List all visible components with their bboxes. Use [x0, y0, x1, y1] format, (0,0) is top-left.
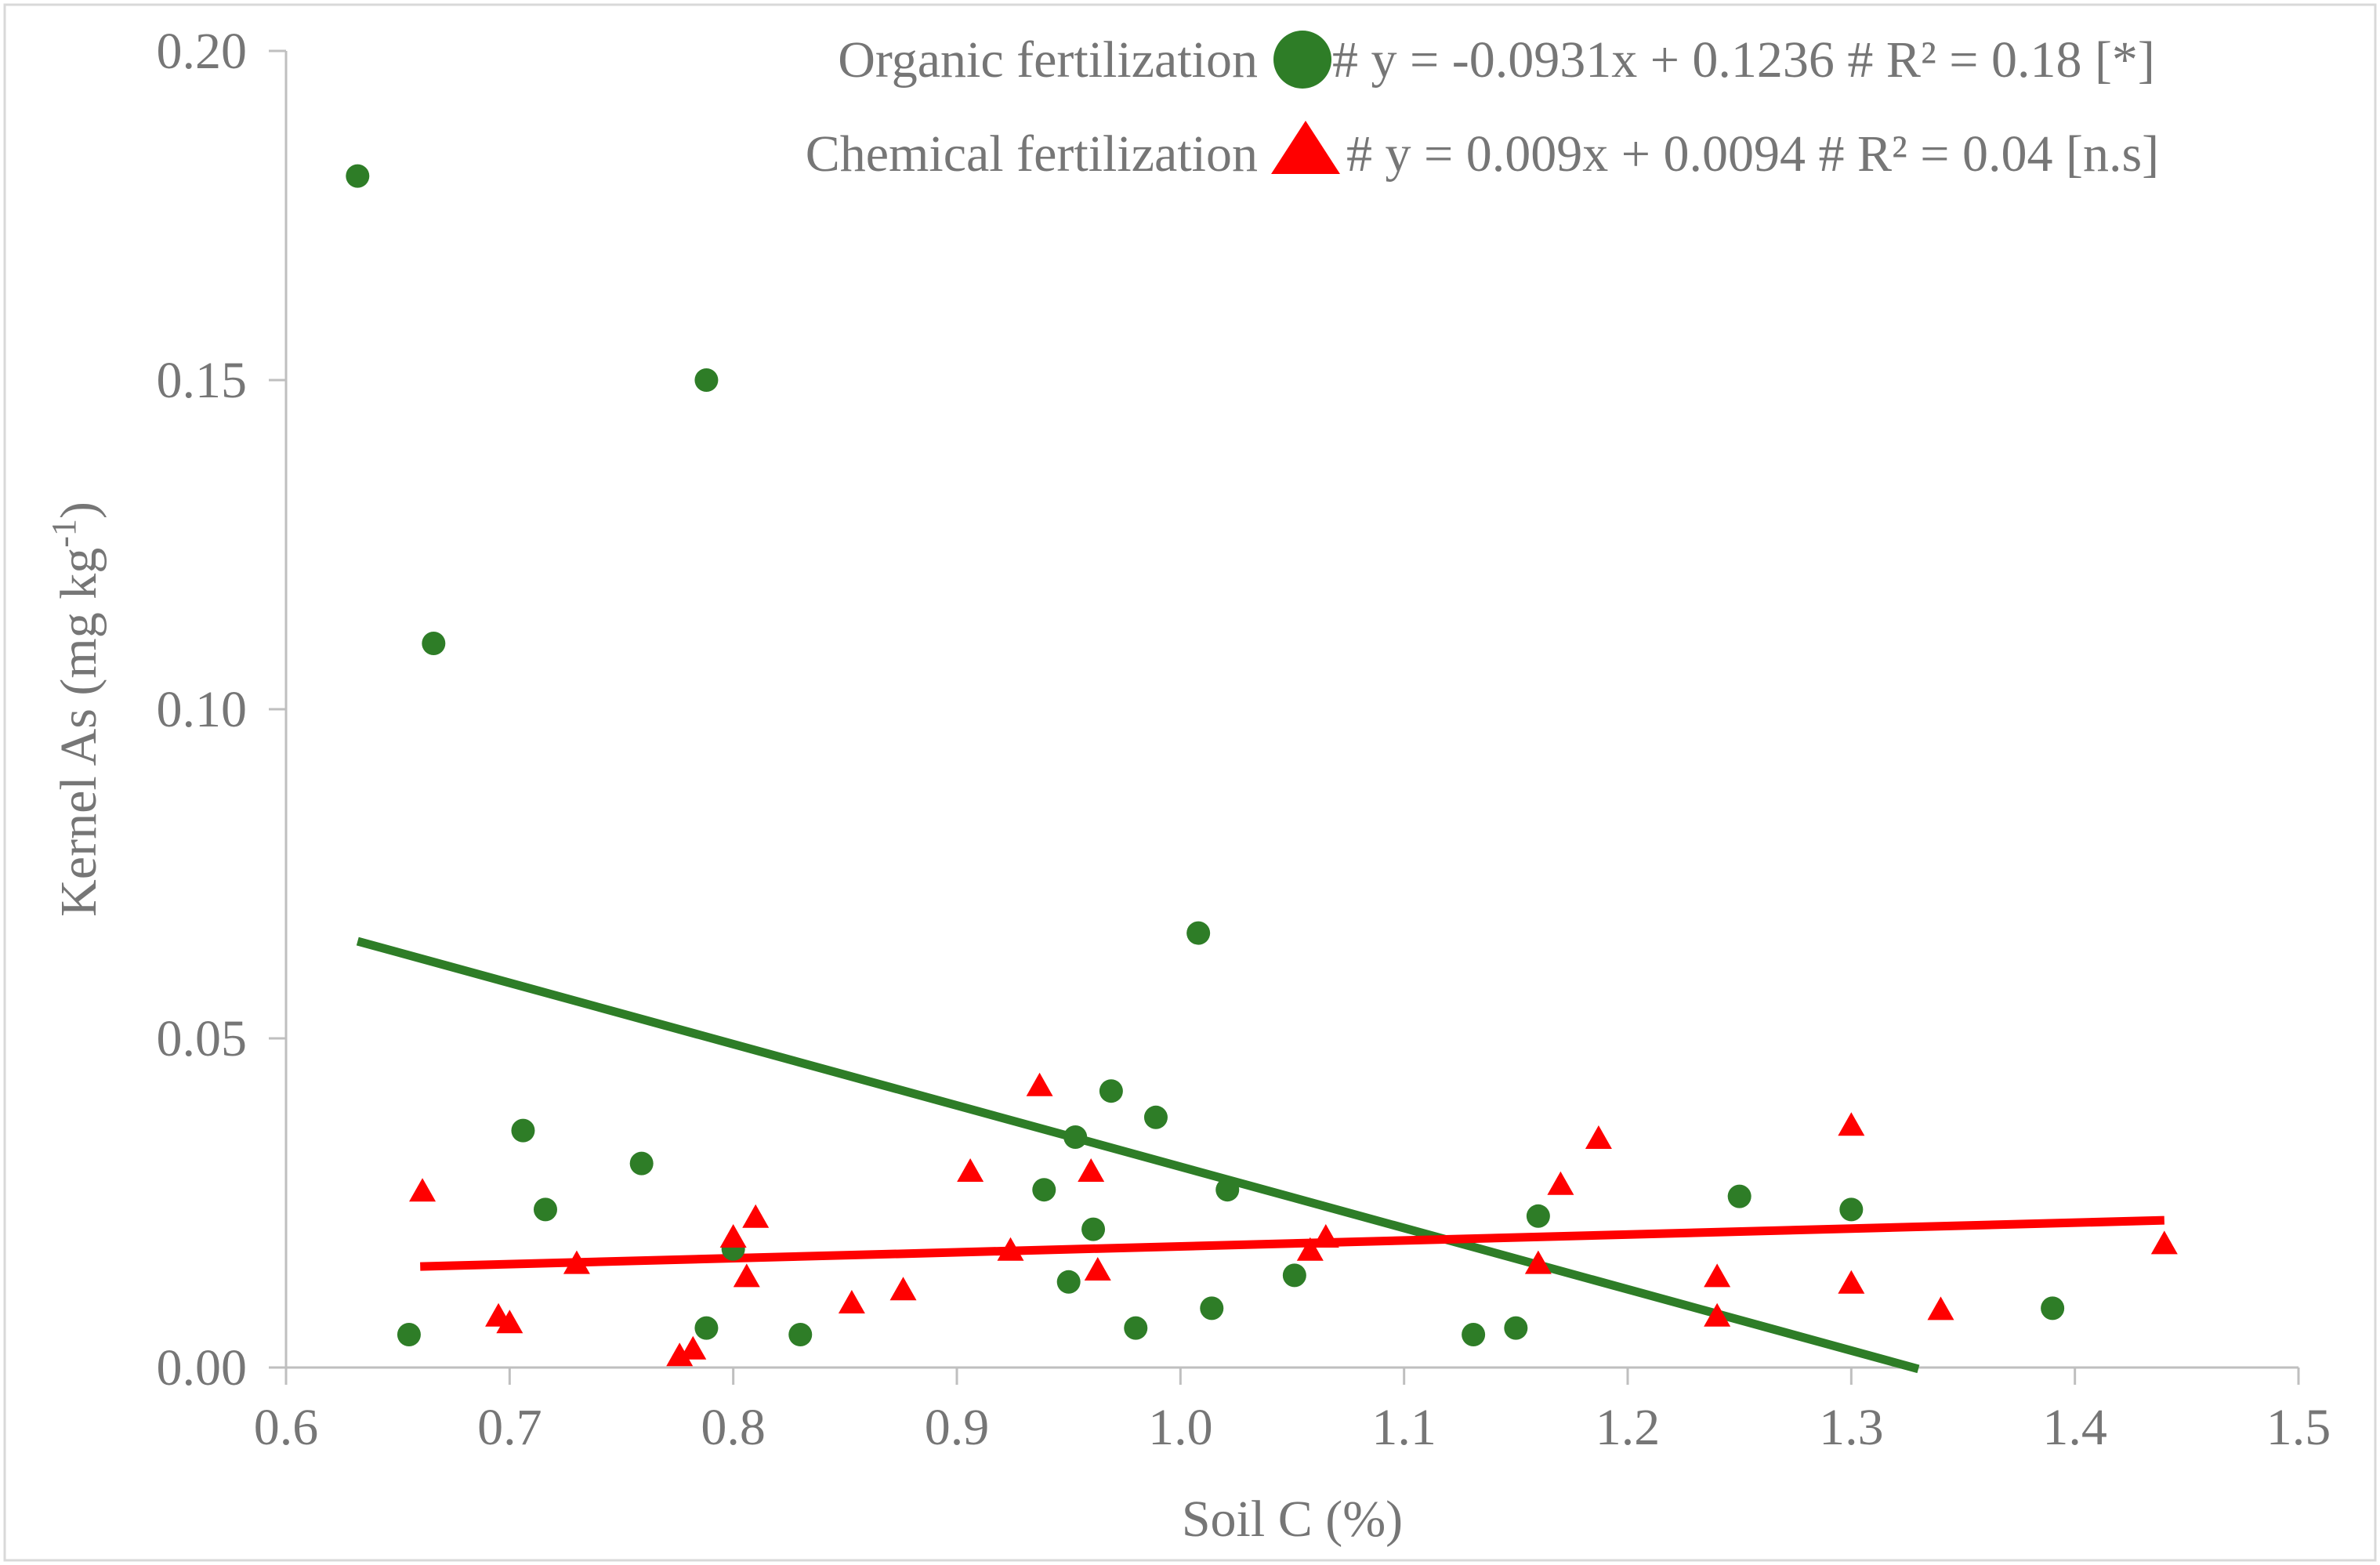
x-tick-label: 0.6 — [254, 1399, 319, 1456]
point-organic — [629, 1151, 654, 1176]
legend-marker-circle — [1273, 31, 1331, 89]
point-organic — [1143, 1105, 1168, 1129]
y-tick-label: 0.00 — [157, 1339, 248, 1397]
point-chemical — [563, 1250, 590, 1274]
point-chemical — [1585, 1125, 1612, 1149]
x-tick-label: 1.1 — [1371, 1399, 1436, 1456]
point-chemical — [1704, 1263, 1731, 1288]
y-axis-label-end: ) — [50, 502, 107, 519]
trendlines — [356, 936, 2164, 1374]
point-chemical — [1078, 1158, 1105, 1182]
y-axis-label-main: Kernel As (mg kg — [50, 548, 107, 917]
y-tick-label: 0.15 — [157, 352, 248, 409]
point-organic — [1186, 921, 1211, 945]
point-organic — [422, 632, 446, 655]
x-ticks: 0.6 0.7 0.8 0.9 1.0 1.1 1.2 1.3 1.4 1.5 — [254, 1368, 2331, 1456]
point-chemical — [496, 1310, 523, 1334]
legend-equation-organic: # y = -0.0931x + 0.1236 # R² = 0.18 [*] — [1332, 31, 2155, 89]
x-tick-label: 1.5 — [2266, 1399, 2331, 1456]
point-organic — [1124, 1316, 1148, 1340]
point-chemical — [679, 1335, 707, 1360]
point-chemical — [889, 1277, 917, 1301]
point-organic — [1032, 1178, 1056, 1202]
point-organic — [1200, 1296, 1224, 1320]
point-organic — [397, 1323, 421, 1346]
point-chemical — [838, 1290, 865, 1313]
point-chemical — [742, 1204, 770, 1228]
point-chemical — [1838, 1270, 1865, 1294]
point-organic — [1081, 1217, 1106, 1241]
point-organic — [1526, 1204, 1550, 1228]
point-chemical — [1524, 1250, 1552, 1274]
chart-border — [3, 3, 2377, 1562]
point-organic — [346, 164, 370, 188]
point-chemical — [997, 1237, 1024, 1261]
point-organic — [1056, 1270, 1081, 1294]
legend-label-organic: Organic fertilization — [838, 31, 1258, 89]
data-points — [346, 164, 2178, 1367]
point-organic — [1063, 1125, 1088, 1149]
point-chemical — [1927, 1296, 1954, 1320]
legend-label-chemical: Chemical fertilization — [806, 125, 1258, 183]
point-organic — [1839, 1197, 1864, 1222]
point-chemical — [1312, 1224, 1339, 1248]
point-chemical — [733, 1263, 760, 1288]
x-tick-label: 1.3 — [1819, 1399, 1884, 1456]
legend-marker-triangle — [1271, 121, 1340, 174]
x-tick-label: 0.9 — [925, 1399, 990, 1456]
y-tick-label: 0.20 — [157, 23, 248, 80]
y-axis-label-superscript: -1 — [45, 519, 83, 548]
point-chemical — [1704, 1302, 1731, 1327]
point-organic — [788, 1323, 813, 1346]
y-tick-label: 0.05 — [157, 1010, 248, 1067]
legend-equation-chemical: # y = 0.009x + 0.0094 # R² = 0.04 [n.s] — [1346, 125, 2159, 183]
x-tick-label: 0.8 — [701, 1399, 766, 1456]
y-tick-label: 0.10 — [157, 681, 248, 738]
point-organic — [1099, 1079, 1123, 1103]
point-organic — [694, 1316, 719, 1340]
x-tick-label: 1.0 — [1148, 1399, 1213, 1456]
point-organic — [1462, 1323, 1486, 1346]
x-axis-label: Soil C (%) — [1182, 1491, 1403, 1548]
x-tick-label: 1.4 — [2042, 1399, 2107, 1456]
point-chemical — [719, 1224, 747, 1248]
point-organic — [2041, 1296, 2065, 1320]
y-ticks: 0.00 0.05 0.10 0.15 0.20 — [157, 23, 286, 1397]
point-organic — [533, 1197, 557, 1222]
point-organic — [1215, 1178, 1240, 1202]
point-chemical — [957, 1158, 984, 1182]
point-organic — [511, 1118, 535, 1143]
x-tick-label: 0.7 — [477, 1399, 542, 1456]
point-organic — [1504, 1316, 1528, 1340]
point-chemical — [666, 1342, 694, 1367]
point-chemical — [1547, 1171, 1574, 1195]
point-organic — [694, 368, 719, 392]
point-chemical — [1026, 1072, 1053, 1096]
point-chemical — [1838, 1112, 1865, 1136]
point-chemical — [409, 1178, 437, 1202]
x-tick-label: 1.2 — [1596, 1399, 1661, 1456]
point-organic — [1727, 1184, 1751, 1208]
point-chemical — [1296, 1237, 1324, 1261]
point-organic — [1282, 1263, 1306, 1288]
trendline-organic — [356, 936, 1920, 1374]
trendline-chemical — [420, 1215, 2164, 1271]
legend: Organic fertilization # y = -0.0931x + 0… — [806, 31, 2159, 183]
point-chemical — [1084, 1257, 1111, 1281]
point-chemical — [2150, 1230, 2178, 1255]
y-axis-label: Kernel As (mg kg-1) — [45, 502, 107, 917]
